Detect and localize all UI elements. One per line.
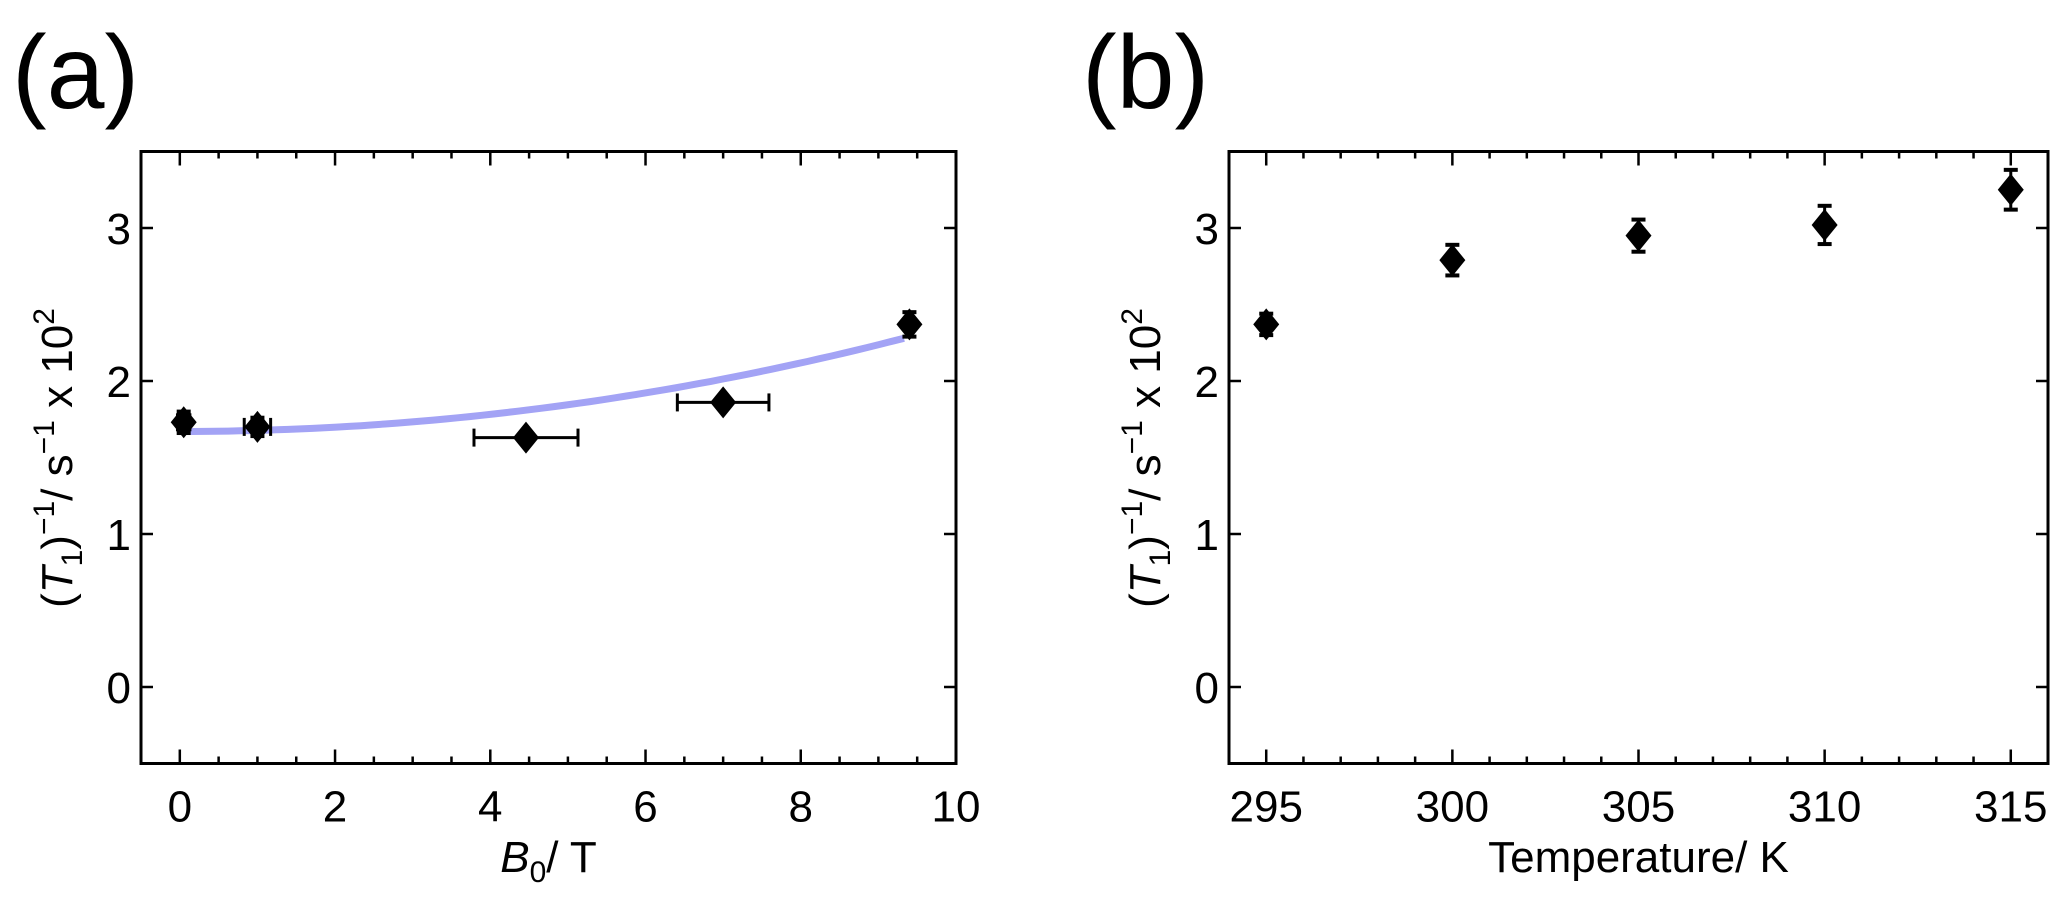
data-point — [896, 308, 923, 341]
y-tick-label: 1 — [107, 511, 131, 560]
y-axis-title-part: / s — [1121, 454, 1170, 500]
y-tick-label: 2 — [107, 358, 131, 407]
y-axis-title-part: ) — [1121, 535, 1170, 550]
data-point — [675, 386, 771, 419]
data-point — [170, 406, 197, 439]
y-axis-title-part: ( — [33, 593, 82, 608]
y-axis-title-part: −1 — [28, 501, 61, 535]
panel-a-label: (a) — [12, 15, 139, 131]
x-axis-title-part: 0 — [530, 856, 547, 889]
y-axis-title-part: 1 — [56, 550, 89, 567]
y-tick-label: 2 — [1195, 358, 1219, 407]
x-tick-label: 6 — [633, 783, 657, 832]
y-axis-title-part: −1 — [28, 420, 61, 454]
y-tick-label: 0 — [107, 664, 131, 713]
x-tick-label: 4 — [478, 783, 502, 832]
y-axis-title: (T1)−1/ s−1 x 102 — [28, 308, 89, 608]
y-tick-label: 1 — [1195, 511, 1219, 560]
diamond-marker — [170, 406, 197, 439]
y-tick-label: 0 — [1195, 664, 1219, 713]
y-axis-title-part: ( — [1121, 593, 1170, 608]
y-axis-title-part: / s — [33, 454, 82, 500]
y-tick-label: 3 — [107, 205, 131, 254]
x-tick-label: 295 — [1230, 783, 1303, 832]
y-axis-title-part: T — [33, 563, 82, 593]
data-point — [1625, 217, 1652, 254]
x-tick-label: 0 — [168, 783, 192, 832]
y-axis-title-part: −1 — [1116, 420, 1149, 454]
x-tick-label: 300 — [1416, 783, 1489, 832]
x-axis-title-part: Temperature/ K — [1488, 833, 1789, 882]
diamond-marker — [1997, 173, 2024, 206]
data-point — [1253, 308, 1280, 341]
data-point — [242, 410, 273, 443]
diamond-marker — [710, 386, 737, 419]
y-axis-title-part: x 10 — [1121, 325, 1170, 420]
x-tick-label: 310 — [1788, 783, 1861, 832]
y-axis-title-part: 2 — [1116, 308, 1149, 325]
diamond-marker — [896, 308, 923, 341]
x-axis-title: Temperature/ K — [1488, 833, 1789, 882]
x-axis-title-part: B — [500, 833, 529, 882]
x-tick-label: 8 — [789, 783, 813, 832]
x-tick-label: 2 — [323, 783, 347, 832]
data-point — [1997, 167, 2024, 212]
panel-b: (b) 295 300 305 310 315 0 1 2 3 Temperature/ K (T1… — [1082, 15, 2050, 882]
y-axis-title-part: −1 — [1116, 501, 1149, 535]
diamond-marker — [1811, 208, 1838, 241]
fit-curve — [179, 334, 905, 435]
plot-frame — [139, 150, 958, 765]
diamond-marker — [1253, 308, 1280, 341]
y-axis-title-part: ) — [33, 535, 82, 550]
x-tick-label: 305 — [1602, 783, 1675, 832]
diamond-marker — [1625, 219, 1652, 252]
y-axis-title-part: 1 — [1144, 550, 1177, 567]
diamond-marker — [244, 410, 271, 443]
data-point — [1439, 242, 1466, 278]
y-axis-title: (T1)−1/ s−1 x 102 — [1116, 308, 1177, 608]
diamond-marker — [1439, 244, 1466, 277]
x-tick-label: 315 — [1974, 783, 2047, 832]
y-axis-title-part: x 10 — [33, 325, 82, 420]
data-point — [1811, 203, 1838, 247]
x-axis-title-part: / T — [546, 833, 597, 882]
data-point — [472, 421, 580, 454]
y-axis-title-part: 2 — [28, 308, 61, 325]
y-tick-label: 3 — [1195, 205, 1219, 254]
diamond-marker — [512, 421, 539, 454]
y-axis-title-part: T — [1121, 563, 1170, 593]
x-tick-label: 10 — [932, 783, 981, 832]
x-axis-title: B0/ T — [500, 833, 597, 889]
panel-b-label: (b) — [1082, 15, 1209, 131]
